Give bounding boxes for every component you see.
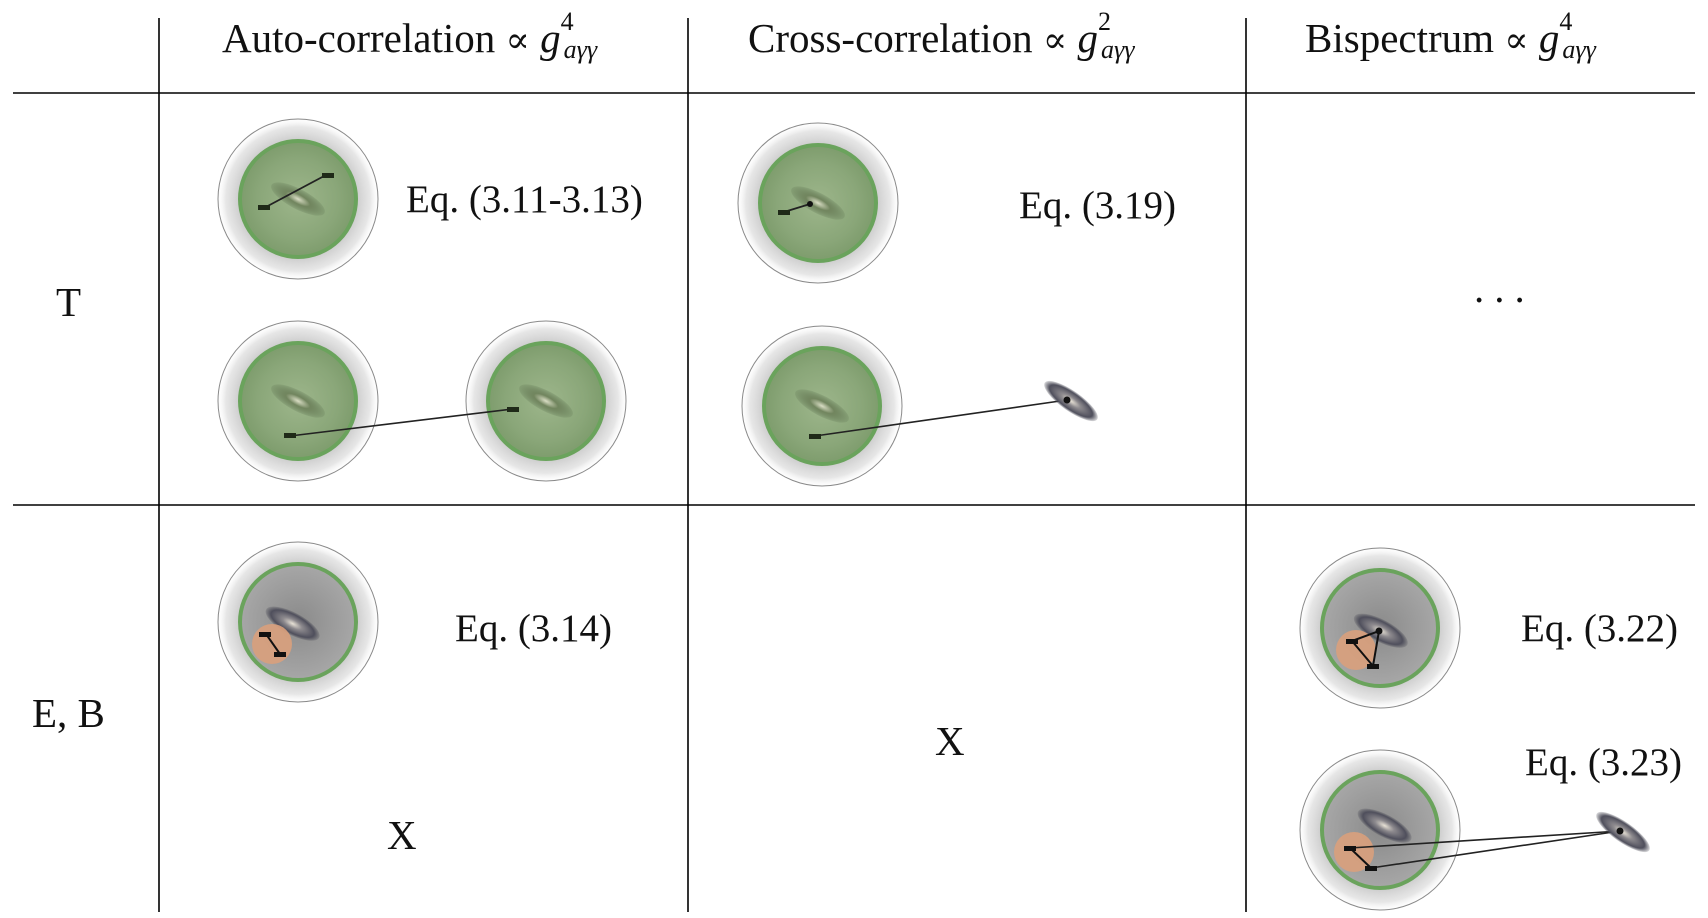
- column-label: Auto-correlation: [222, 15, 496, 61]
- galaxy-icon: [1357, 808, 1412, 843]
- proportional-symbol: ∝: [1042, 20, 1068, 61]
- galaxy-icon: [795, 389, 849, 423]
- column-header-bispectrum: Bispectrum ∝ g4aγγ: [1305, 7, 1596, 64]
- halo-t-cross-1: [736, 121, 900, 285]
- halo-t-auto-2: [216, 319, 380, 483]
- coupling-symbol: g2aγγ: [1077, 7, 1135, 64]
- equation-ref-eb-bispectrum-1: Eq. (3.22): [1521, 607, 1679, 650]
- halo-t-auto-1: [216, 117, 380, 281]
- bispec-link-line-3: [1349, 847, 1372, 869]
- halo-eb-bispec-1: [1298, 546, 1462, 710]
- row-label-eb: E, B: [32, 690, 105, 736]
- halo-eb-auto: [216, 540, 380, 704]
- proportional-symbol: ∝: [505, 20, 530, 61]
- halo-t-auto-3: [464, 319, 628, 483]
- auto-link-line: [289, 408, 514, 437]
- halo-t-cross-2: [740, 324, 904, 488]
- galaxy-icon: [791, 186, 845, 220]
- coupling-symbol: g4aγγ: [540, 7, 598, 64]
- column-label: Cross-correlation: [748, 15, 1033, 61]
- cross-link-line: [814, 399, 1068, 437]
- bispec-link-line-2: [1370, 830, 1621, 869]
- column-label: Bispectrum: [1305, 15, 1495, 61]
- distant-galaxy-icon: [1044, 380, 1098, 422]
- not-applicable-eb-auto: X: [387, 812, 417, 858]
- galaxy-icon: [271, 384, 325, 418]
- column-header-auto: Auto-correlation ∝ g4aγγ: [222, 7, 598, 64]
- equation-ref-t-auto: Eq. (3.11-3.13): [406, 178, 643, 221]
- proportional-symbol: ∝: [1504, 20, 1529, 61]
- not-applicable-eb-cross: X: [935, 718, 965, 764]
- equation-ref-eb-auto: Eq. (3.14): [455, 607, 613, 650]
- halo-eb-bispec-2: [1298, 748, 1462, 912]
- row-label-t: T: [56, 279, 82, 325]
- galaxy-icon: [519, 384, 573, 418]
- table-grid: [13, 18, 1695, 912]
- ellipsis-t-bispectrum: ...: [1474, 265, 1535, 311]
- galaxy-icon: [265, 606, 320, 641]
- equation-ref-t-cross: Eq. (3.19): [1019, 184, 1177, 227]
- equation-ref-eb-bispectrum-2: Eq. (3.23): [1525, 741, 1683, 784]
- bispec-link-line-1: [1349, 830, 1621, 849]
- coupling-symbol: g4aγγ: [1538, 7, 1596, 64]
- galaxy-icon: [271, 182, 325, 216]
- column-header-cross: Cross-correlation ∝ g2aγγ: [748, 7, 1135, 64]
